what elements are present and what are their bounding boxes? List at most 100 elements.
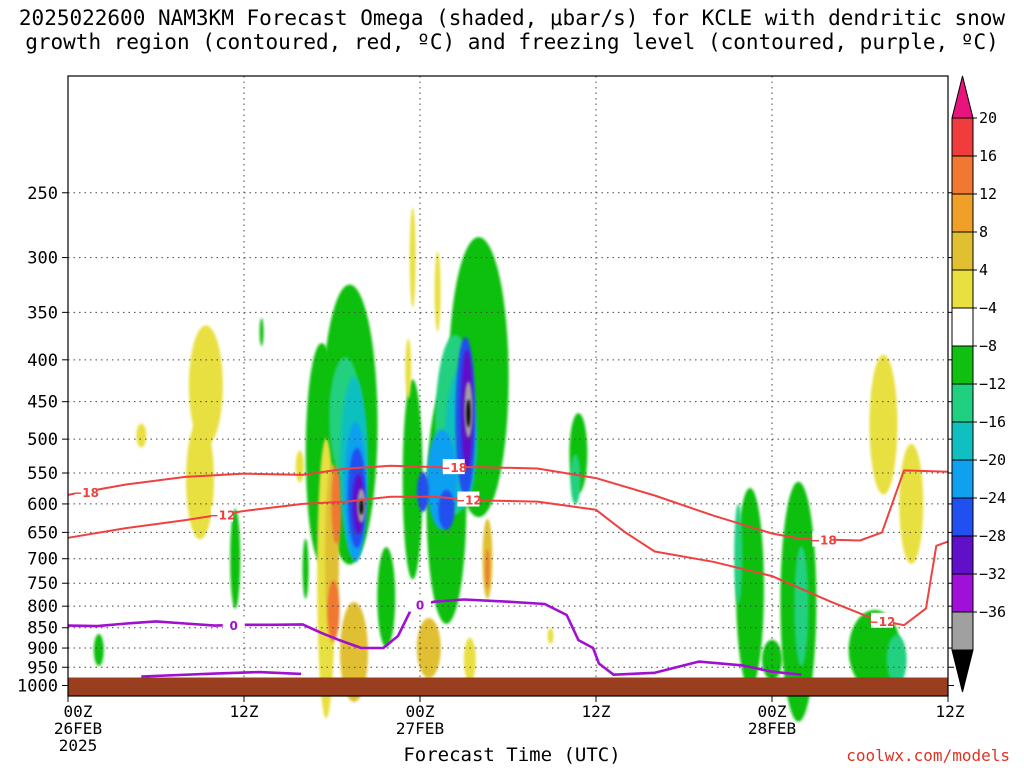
contour-label: −18 [72,486,99,500]
y-tick-label: 450 [27,393,58,413]
contour-label: 0 [416,599,424,613]
colorbar-label: −32 [979,565,1006,583]
y-tick-label: 350 [27,303,58,323]
contour-label-background [812,531,835,547]
omega-region [377,547,396,648]
omega-region [409,207,416,308]
colorbar-label: 4 [979,261,988,279]
omega-shading [93,207,924,722]
y-tick-label: 400 [27,351,58,371]
y-tick-label: 850 [27,619,58,639]
x-tick-label: 2025 [59,736,98,755]
contour-label: −18 [440,461,467,475]
x-tick-label: 26FEB [54,719,102,738]
contour-label-background [871,612,893,628]
contour-label-background [211,506,233,522]
colorbar-bin [951,307,974,347]
contour-label-background [442,459,465,475]
colorbar-bin [951,535,974,575]
contour-label: −12 [209,508,236,522]
omega-region [463,637,476,682]
colorbar-bin [951,117,974,157]
omega-region [485,548,490,589]
isotherm-minus18 [67,464,949,542]
omega-region [331,463,342,544]
omega-region [466,399,471,428]
colorbar-bin [951,383,974,423]
omega-region [886,634,907,685]
x-tick-label: 12Z [582,702,611,721]
y-tick-label: 550 [27,464,58,484]
colorbar-label: 8 [979,223,988,241]
chart-title: 2025022600 NAM3KM Forecast Omega (shaded… [0,6,1024,54]
x-tick-label: 00Z [758,702,787,721]
chart-title-line-2: growth region (contoured, red, ºC) and f… [25,30,999,54]
omega-region [402,379,423,580]
x-tick-label: 28FEB [748,719,796,738]
colorbar-label: −12 [979,375,1006,393]
plot-frame [67,75,949,697]
x-tick-label: 27FEB [396,719,444,738]
colorbar-label: −24 [979,489,1006,507]
omega-region [869,354,898,495]
contour-lines: −18 −18 −18 −12 −12 −12 0 0 [67,459,949,678]
colorbar-bin [951,345,974,385]
omega-region [434,251,441,332]
contour-label: −18 [810,533,837,547]
contour-label: −12 [455,494,482,508]
contour-label: 0 [230,619,238,633]
colorbar-label: −28 [979,527,1006,545]
omega-region [359,498,364,515]
isotherm-minus12 [67,495,949,627]
colorbar-label: −16 [979,413,1006,431]
colorbar-bin [951,193,974,233]
contour-label-background [409,596,431,612]
omega-region [302,538,309,599]
omega-region [794,546,809,667]
colorbar-top-arrow [951,75,974,119]
credit-text: coolwx.com/models [846,746,1010,765]
omega-region [416,618,441,679]
colorbar-bin [951,459,974,499]
x-tick-label: 12Z [936,702,965,721]
omega-region [405,338,412,399]
colorbar-label: −8 [979,337,997,355]
y-tick-label: 950 [27,658,58,678]
y-tick-label: 1000 [17,676,58,696]
omega-region [570,454,581,505]
omega-region [259,318,264,347]
x-tick-label: 12Z [230,702,259,721]
omega-region [327,580,340,641]
x-axis-label: Forecast Time (UTC) [403,744,621,766]
omega-region [416,471,429,512]
y-tick-label: 600 [27,495,58,515]
chart-title-line-1: 2025022600 NAM3KM Forecast Omega (shaded… [18,6,1006,30]
omega-region [736,487,764,688]
y-tick-label: 750 [27,574,58,594]
omega-region [734,503,743,604]
omega-region [340,601,368,702]
colorbar-bin [951,231,974,271]
contour-label-background [457,491,480,507]
colorbar-bin [951,573,974,613]
omega-region [188,325,223,446]
x-tick-label: 00Z [64,702,93,721]
colorbar-bin [951,497,974,537]
colorbar-label: −36 [979,603,1006,621]
y-tick-label: 250 [27,184,58,204]
colorbar-bin [951,611,974,651]
plot-border [67,75,949,697]
colorbar-label: 12 [979,185,997,203]
terrain-band [68,677,948,696]
x-tick-label: 00Z [406,702,435,721]
omega-region [438,489,455,530]
isotherm-freezing-surface [141,670,302,678]
y-tick-label: 650 [27,523,58,543]
colorbar-bin [951,155,974,195]
colorbar-bottom-arrow [951,649,974,693]
y-tick-label: 700 [27,550,58,570]
omega-region [899,443,924,564]
colorbar-label: 16 [979,147,997,165]
